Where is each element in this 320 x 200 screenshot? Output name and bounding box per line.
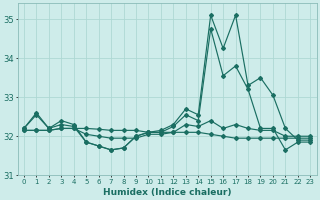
X-axis label: Humidex (Indice chaleur): Humidex (Indice chaleur): [103, 188, 231, 197]
